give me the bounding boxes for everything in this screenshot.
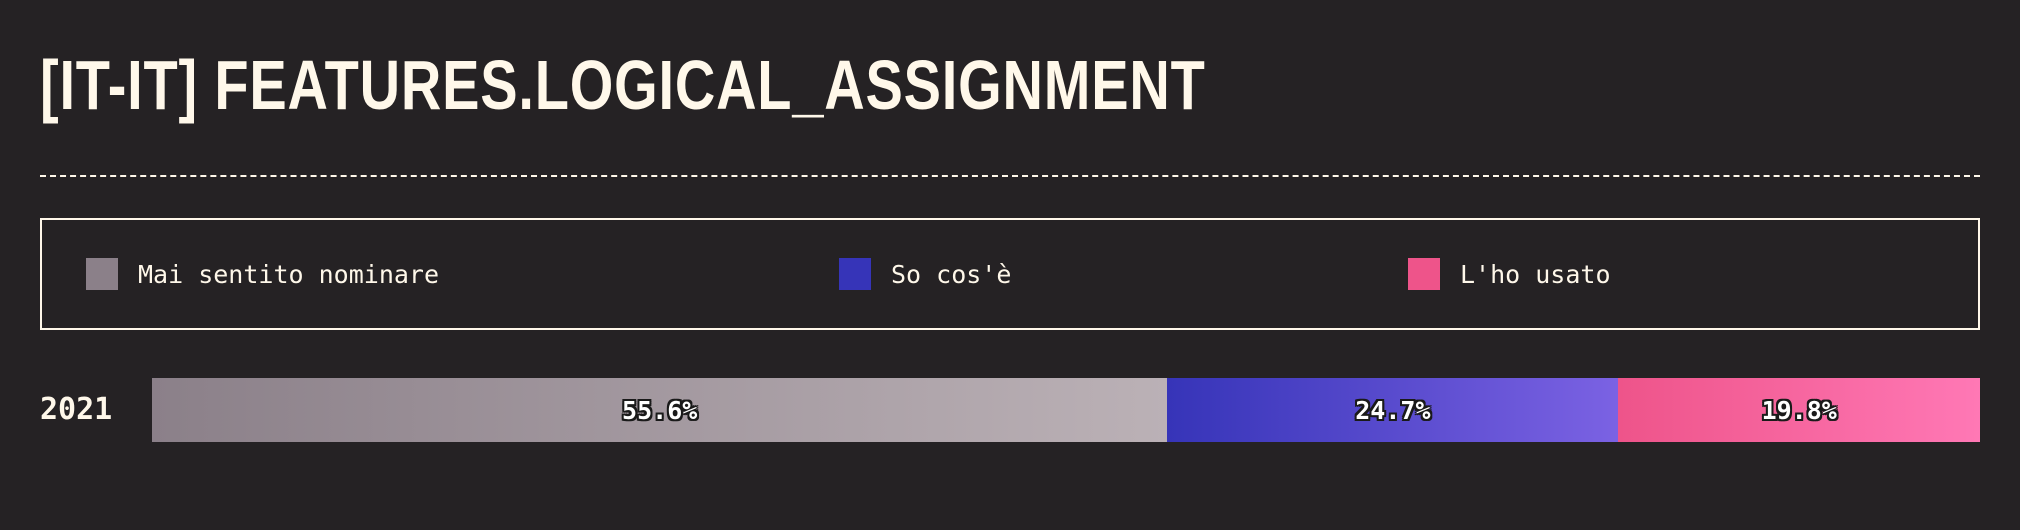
legend-swatch-never-heard: [86, 258, 118, 290]
bar-segment-used-it[interactable]: 19.8%: [1618, 378, 1980, 442]
bar-segment-never-heard[interactable]: 55.6%: [152, 378, 1168, 442]
legend-item-know-what-it-is[interactable]: So cos'è: [839, 220, 1011, 328]
bar-segment-label: 55.6%: [622, 395, 698, 425]
legend-swatch-used-it: [1408, 258, 1440, 290]
legend-item-used-it[interactable]: L'ho usato: [1408, 220, 1611, 328]
legend-label-never-heard: Mai sentito nominare: [138, 259, 440, 289]
dashed-divider: [40, 175, 1980, 177]
legend-item-never-heard[interactable]: Mai sentito nominare: [86, 220, 439, 328]
bar-segment-know-what-it-is[interactable]: 24.7%: [1167, 378, 1619, 442]
page-title: [IT-IT] FEATURES.LOGICAL_ASSIGNMENT: [40, 46, 1206, 124]
chart-legend: Mai sentito nominare So cos'è L'ho usato: [40, 218, 1980, 330]
legend-swatch-know-what-it-is: [839, 258, 871, 290]
stacked-bar: 55.6% 24.7% 19.8%: [152, 378, 1980, 442]
legend-label-know-what-it-is: So cos'è: [891, 259, 1012, 289]
legend-label-used-it: L'ho usato: [1460, 259, 1611, 289]
bar-segment-label: 24.7%: [1355, 395, 1431, 425]
year-label: 2021: [40, 392, 113, 427]
bar-segment-label: 19.8%: [1761, 395, 1837, 425]
